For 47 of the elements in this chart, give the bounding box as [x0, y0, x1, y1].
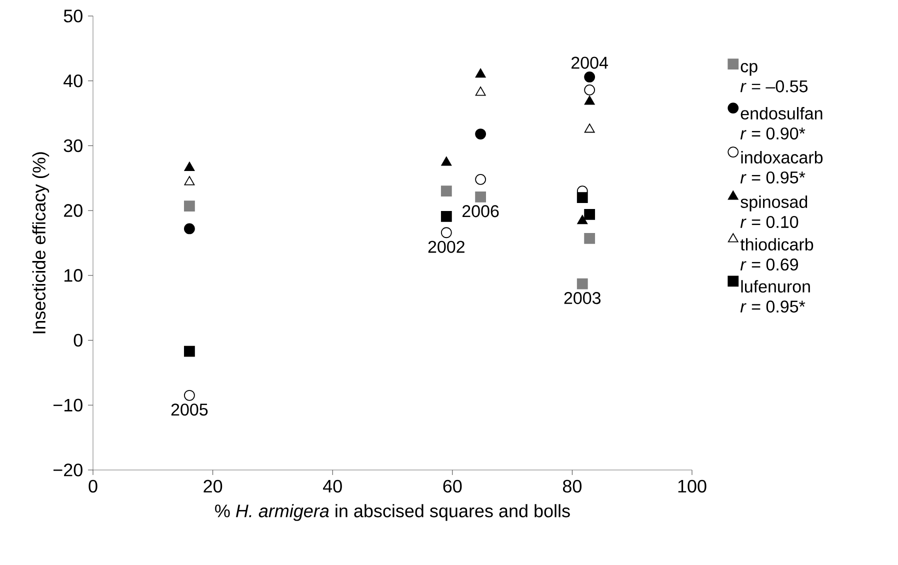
x-axis-title: % H. armigera in abscised squares and bolls: [215, 504, 570, 521]
annotation: 2005: [171, 404, 208, 416]
annotation: 2003: [564, 292, 601, 304]
point: [184, 346, 195, 357]
y-tick-label: −20: [54, 464, 82, 476]
point: [576, 278, 588, 290]
y-tick-label: −10: [54, 398, 82, 412]
point: [475, 86, 486, 96]
x-tick-label: 80: [562, 480, 582, 493]
point: [440, 210, 452, 222]
y-axis-title: Insecticide efficacy (%): [32, 152, 50, 334]
point: [475, 174, 486, 185]
x-tick-label: 60: [443, 480, 462, 493]
legend-label: cp r = –0.55: [740, 63, 808, 92]
point: [475, 192, 486, 202]
point: [184, 176, 195, 186]
annotation: 2002: [428, 240, 464, 253]
annotation: 2006: [462, 205, 499, 218]
x-tick-label: 100: [678, 480, 706, 493]
point: [584, 72, 596, 82]
y-tick-label: 0: [74, 334, 82, 347]
point: [576, 192, 588, 204]
y-tick-label: 10: [64, 269, 82, 282]
point: [577, 214, 588, 224]
x-tick-label: 0: [88, 480, 98, 493]
point: [441, 156, 452, 166]
y-tick-label: 50: [64, 10, 82, 22]
point: [584, 96, 595, 105]
point: [184, 390, 195, 401]
point: [184, 223, 195, 234]
annotation: 2004: [572, 56, 608, 69]
point: [584, 233, 596, 244]
point: [475, 68, 486, 78]
point: [184, 200, 195, 212]
point: [184, 162, 195, 171]
point: [584, 209, 596, 220]
point: [440, 186, 452, 197]
y-tick-label: 20: [64, 204, 82, 217]
x-tick-label: 40: [323, 480, 342, 493]
point: [440, 227, 452, 238]
y-tick-label: 40: [64, 74, 82, 88]
point: [584, 84, 596, 96]
point: [584, 124, 595, 133]
y-tick-label: 30: [64, 139, 82, 152]
point: [475, 128, 486, 140]
legend-label: lufenuron r = 0.95*: [740, 280, 810, 313]
x-tick-label: 20: [204, 480, 222, 493]
